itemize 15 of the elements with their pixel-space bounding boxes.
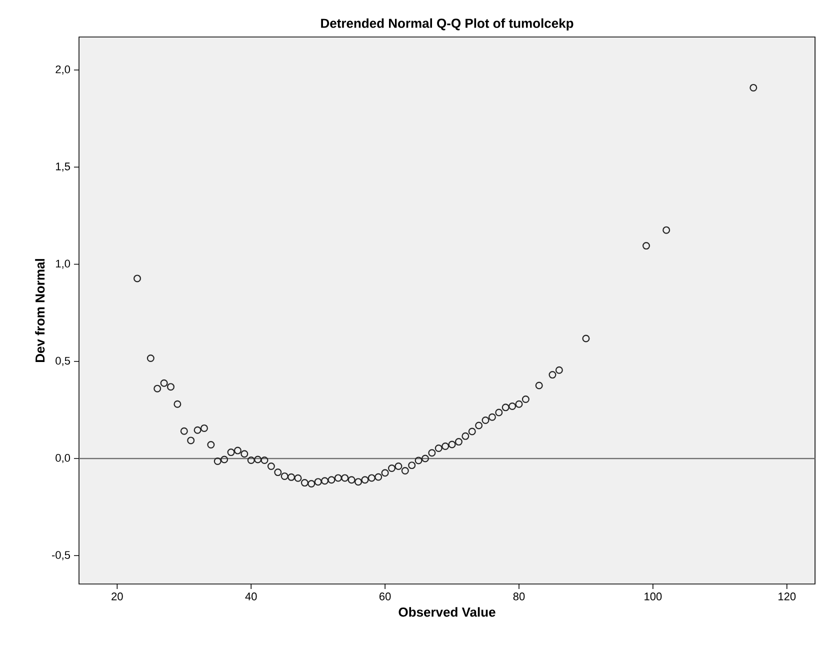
x-axis-title: Observed Value — [398, 607, 496, 617]
y-tick-label: 1,5 — [56, 162, 70, 172]
x-tick-label: 20 — [112, 592, 123, 600]
chart-title: Detrended Normal Q-Q Plot of tumolcekp — [321, 18, 574, 30]
x-tick-label: 80 — [513, 592, 525, 600]
x-tick-label: 40 — [245, 592, 257, 600]
y-tick-label: -0,5 — [52, 551, 70, 560]
y-tick-label: 2,0 — [56, 65, 70, 75]
x-tick-label: 120 — [778, 592, 796, 600]
x-tick-label: 60 — [380, 592, 391, 600]
y-tick-label: 0,0 — [56, 454, 70, 464]
y-tick-label: 0,5 — [56, 356, 70, 366]
y-tick-label: 1,0 — [56, 260, 70, 269]
y-axis-title: Dev from Normal — [35, 259, 45, 362]
x-tick-label: 100 — [644, 592, 662, 600]
